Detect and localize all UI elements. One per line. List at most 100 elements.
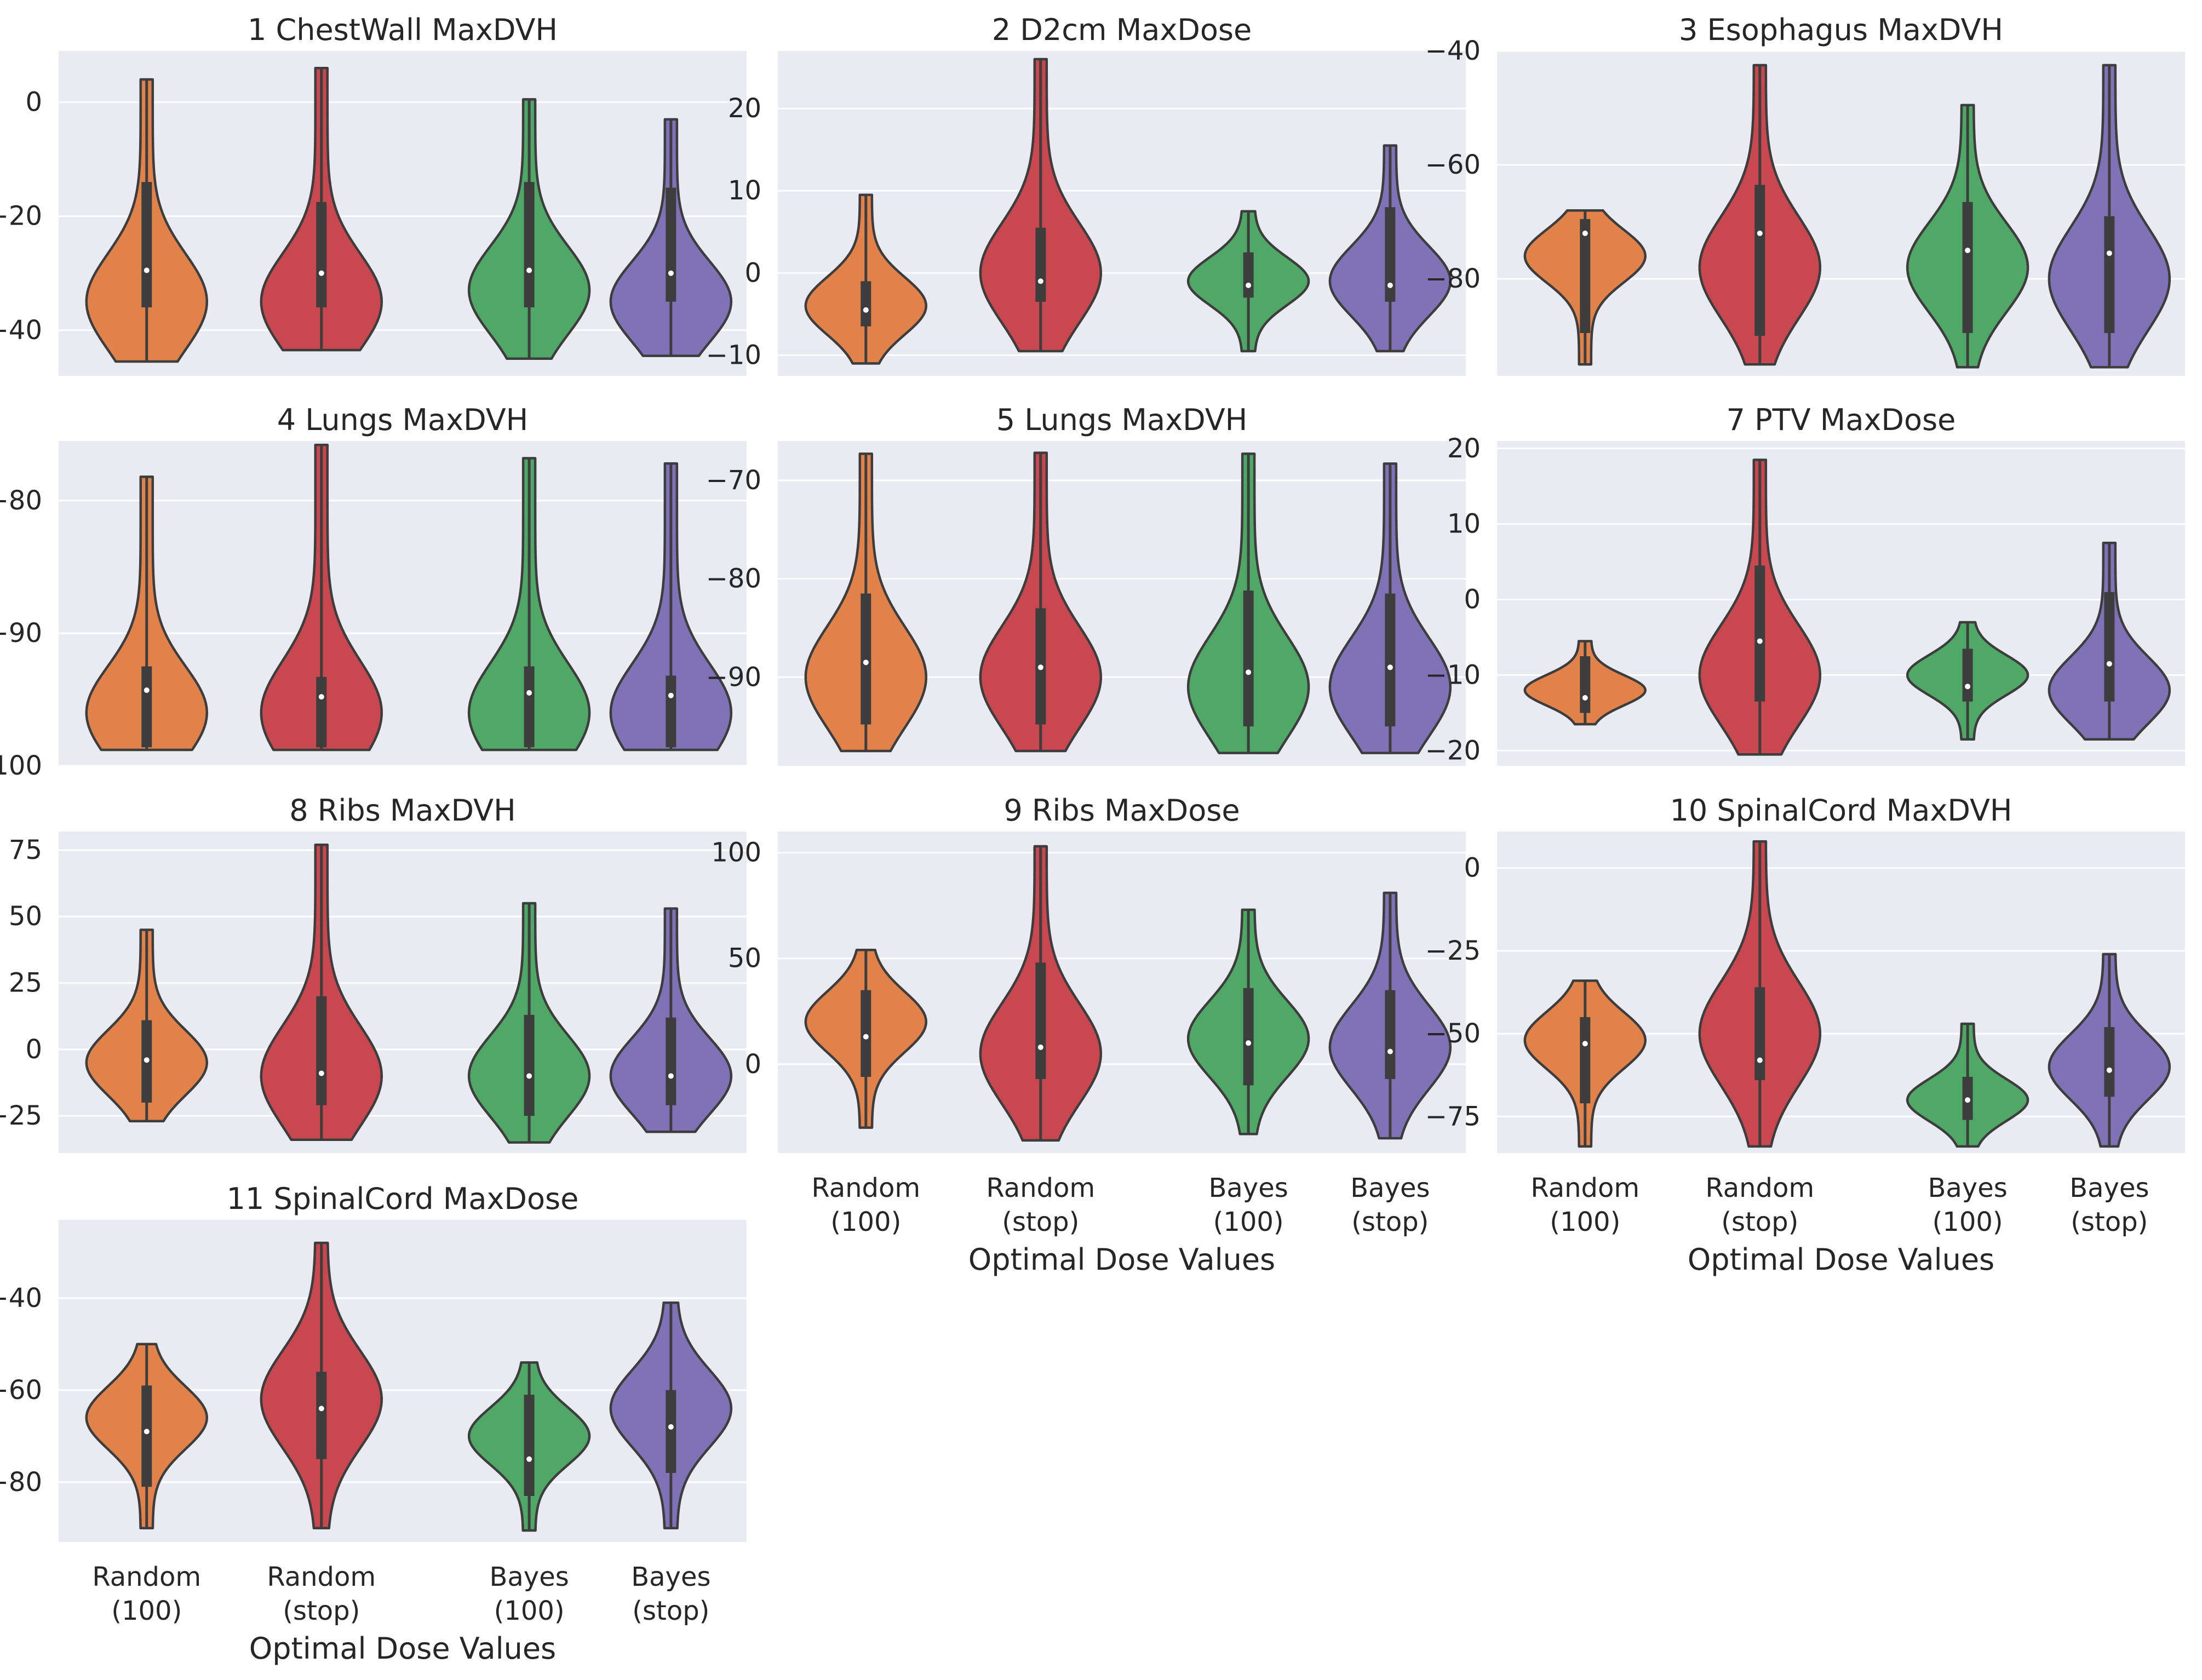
panel-6: 20 10 0 −10 −20 7 PTV MaxDose bbox=[1425, 403, 2185, 766]
x-axis-label: Optimal Dose Values bbox=[1688, 1242, 1994, 1277]
x-tick-label: (100) bbox=[494, 1596, 565, 1626]
y-tick-label: 75 bbox=[9, 835, 42, 865]
panel-8: 100 50 0 9 Ribs MaxDose Random (100) Random (st… bbox=[711, 793, 1466, 1277]
x-tick-label: (100) bbox=[1213, 1207, 1284, 1237]
median-marker bbox=[1757, 638, 1763, 644]
y-tick-label: −20 bbox=[0, 201, 42, 232]
x-tick-label: Random bbox=[1530, 1173, 1639, 1203]
median-marker bbox=[1582, 695, 1588, 701]
y-tick-label: 10 bbox=[728, 175, 761, 206]
x-tick-label: Bayes bbox=[1350, 1173, 1430, 1203]
y-tick-label: 10 bbox=[1447, 509, 1481, 540]
y-tick-label: −40 bbox=[0, 1283, 42, 1314]
median-marker bbox=[863, 307, 869, 313]
panel-title: 11 SpinalCord MaxDose bbox=[227, 1182, 579, 1216]
y-tick-label: −40 bbox=[0, 315, 42, 346]
y-tick-label: 20 bbox=[1447, 433, 1481, 464]
median-marker bbox=[2106, 250, 2112, 256]
y-tick-label: −90 bbox=[706, 662, 761, 692]
median-marker bbox=[526, 1073, 532, 1079]
median-marker bbox=[1037, 278, 1043, 284]
y-tick-label: 50 bbox=[9, 901, 42, 932]
median-marker bbox=[144, 267, 150, 273]
x-tick-label: Random bbox=[1705, 1173, 1814, 1203]
median-marker bbox=[863, 660, 869, 666]
median-marker bbox=[318, 1070, 324, 1076]
median-marker bbox=[1582, 1041, 1588, 1047]
x-tick-label: (100) bbox=[1933, 1207, 2003, 1237]
x-tick-label: (stop) bbox=[2071, 1207, 2148, 1237]
y-tick-label: 25 bbox=[9, 968, 42, 999]
median-marker bbox=[144, 1429, 150, 1435]
median-marker bbox=[668, 1073, 674, 1079]
y-tick-label: −70 bbox=[706, 465, 761, 496]
panel-title: 7 PTV MaxDose bbox=[1727, 403, 1956, 437]
panel-title: 2 D2cm MaxDose bbox=[992, 13, 1252, 47]
x-tick-label: (100) bbox=[830, 1207, 901, 1237]
x-tick-label: Random bbox=[267, 1562, 376, 1592]
median-marker bbox=[1387, 1048, 1393, 1054]
y-tick-label: −25 bbox=[1425, 936, 1481, 966]
panel-title: 9 Ribs MaxDose bbox=[1003, 793, 1240, 828]
y-tick-label: 20 bbox=[728, 93, 761, 124]
panel-title: 10 SpinalCord MaxDVH bbox=[1670, 793, 2012, 828]
x-tick-label: Bayes bbox=[489, 1562, 569, 1592]
median-marker bbox=[2106, 661, 2112, 667]
y-tick-label: −60 bbox=[1425, 150, 1481, 180]
y-tick-label: −75 bbox=[1425, 1101, 1481, 1132]
median-marker bbox=[526, 1456, 532, 1462]
x-tick-label: Random bbox=[92, 1562, 201, 1592]
y-tick-label: 50 bbox=[728, 943, 761, 974]
panel-2: 20 10 0 −10 2 D2cm MaxDose bbox=[706, 13, 1466, 376]
y-tick-label: −80 bbox=[0, 1467, 42, 1498]
median-marker bbox=[1387, 664, 1393, 670]
x-tick-label: (stop) bbox=[1002, 1207, 1079, 1237]
y-tick-label: −10 bbox=[706, 340, 761, 370]
median-marker bbox=[863, 1034, 869, 1040]
panel-5: −70 −80 −90 5 Lungs MaxDVH bbox=[706, 403, 1466, 766]
median-marker bbox=[1757, 1057, 1763, 1063]
panel-title: 3 Esophagus MaxDVH bbox=[1679, 13, 2003, 47]
x-tick-label: Random bbox=[811, 1173, 920, 1203]
x-tick-label: (100) bbox=[1550, 1207, 1620, 1237]
y-tick-label: −10 bbox=[1425, 660, 1481, 691]
y-tick-label: −90 bbox=[0, 618, 42, 649]
y-tick-label: 100 bbox=[711, 838, 761, 868]
panel-1: 0−20−401 ChestWall MaxDVH% Difference Fr… bbox=[0, 13, 747, 376]
y-tick-label: −100 bbox=[0, 750, 42, 781]
y-tick-label: −40 bbox=[1425, 36, 1481, 66]
x-tick-label: Bayes bbox=[631, 1562, 710, 1592]
median-marker bbox=[1246, 282, 1252, 288]
median-marker bbox=[318, 1406, 324, 1412]
x-tick-label: Bayes bbox=[1208, 1173, 1288, 1203]
x-tick-label: Random bbox=[986, 1173, 1095, 1203]
x-tick-label: (stop) bbox=[283, 1596, 360, 1626]
panel-title: 5 Lungs MaxDVH bbox=[996, 403, 1248, 437]
y-tick-label: −50 bbox=[1425, 1018, 1481, 1049]
median-marker bbox=[526, 690, 532, 696]
y-tick-label: 0 bbox=[744, 1049, 761, 1080]
median-marker bbox=[526, 267, 532, 273]
panel-title: 4 Lungs MaxDVH bbox=[277, 403, 529, 437]
panel-9: 0 −25 −50 −75 10 SpinalCord MaxDVH Random (100… bbox=[1425, 793, 2185, 1277]
x-axis-label: Optimal Dose Values bbox=[249, 1631, 556, 1666]
panel-title: 1 ChestWall MaxDVH bbox=[248, 13, 558, 47]
median-marker bbox=[2106, 1067, 2112, 1073]
median-marker bbox=[1037, 664, 1043, 670]
median-marker bbox=[1037, 1044, 1043, 1050]
median-marker bbox=[144, 687, 150, 693]
median-marker bbox=[1246, 669, 1252, 675]
x-tick-label: (stop) bbox=[632, 1596, 709, 1626]
y-tick-label: 0 bbox=[25, 87, 42, 118]
y-tick-label: 0 bbox=[1464, 584, 1481, 615]
y-tick-label: −20 bbox=[1425, 735, 1481, 766]
median-marker bbox=[144, 1057, 150, 1063]
y-tick-label: 0 bbox=[744, 257, 761, 288]
median-marker bbox=[1246, 1040, 1252, 1046]
median-marker bbox=[668, 1424, 674, 1430]
median-marker bbox=[1757, 230, 1763, 236]
panel-3: −40 −60 −80 3 Esophagus MaxDVH bbox=[1425, 13, 2185, 376]
